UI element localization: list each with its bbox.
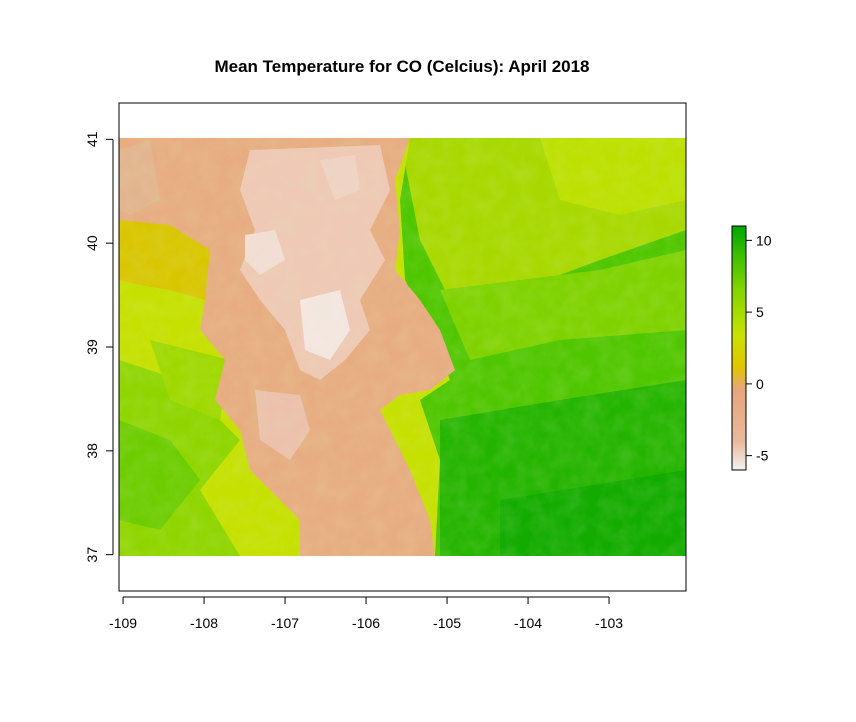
y-tick-label: 41 — [84, 131, 100, 147]
legend-tick-label: -5 — [756, 448, 769, 464]
x-tick-label: -108 — [190, 615, 218, 631]
temperature-raster — [119, 138, 686, 556]
color-legend: -5 0 5 10 — [731, 225, 772, 471]
x-tick-label: -105 — [433, 615, 461, 631]
y-tick-label: 38 — [84, 443, 100, 459]
chart-title: Mean Temperature for CO (Celcius): April… — [214, 57, 589, 76]
legend-tick-label: 0 — [756, 376, 764, 392]
x-tick-label: -103 — [595, 615, 623, 631]
x-tick-label: -109 — [109, 615, 137, 631]
legend-tick-label: 5 — [756, 304, 764, 320]
y-axis: 37 38 39 40 41 — [84, 131, 114, 563]
y-tick-label: 37 — [84, 547, 100, 563]
raster-texture — [119, 138, 686, 556]
legend-tick-label: 10 — [756, 232, 772, 248]
x-axis: -109 -108 -107 -106 -105 -104 -103 — [109, 596, 623, 631]
plot-frame — [118, 102, 687, 592]
x-tick-label: -107 — [271, 615, 299, 631]
x-tick-label: -106 — [352, 615, 380, 631]
y-tick-label: 39 — [84, 339, 100, 355]
legend-color-bar — [731, 225, 747, 471]
x-tick-label: -104 — [514, 615, 542, 631]
y-tick-label: 40 — [84, 235, 100, 251]
